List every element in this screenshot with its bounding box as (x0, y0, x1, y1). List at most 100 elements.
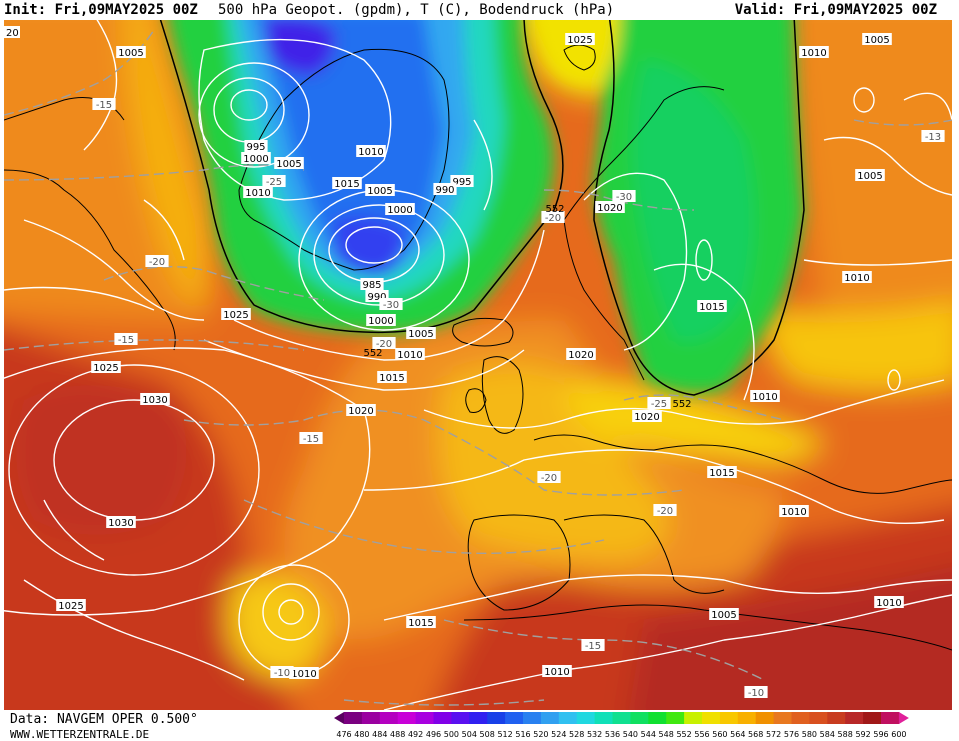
isobar-label: 1010 (781, 507, 806, 518)
isobar-label: 1020 (348, 406, 373, 417)
isobar-label-box (356, 145, 386, 157)
scale-tick-label: 512 (497, 730, 512, 739)
isobar-label: 1010 (397, 350, 422, 361)
isobar-label-box (221, 308, 251, 320)
scale-tick-label: 504 (462, 730, 477, 739)
isobar-label-box (289, 667, 319, 679)
scale-tick-label: 592 (855, 730, 870, 739)
isotherm-label-box (744, 686, 768, 698)
isobar-label: 1015 (334, 179, 359, 190)
scale-tick-label: 544 (641, 730, 656, 739)
isotherm-label: -13 (925, 132, 941, 143)
isobar-label: 1005 (276, 159, 301, 170)
isotherm-label-box (647, 397, 671, 409)
scale-cell (719, 712, 739, 724)
isobar-label: 1030 (142, 395, 167, 406)
isobar-label-box (799, 46, 829, 58)
scale-cell (702, 712, 721, 724)
isotherm-label-box (92, 98, 116, 110)
height-contour-label: 552 (672, 399, 691, 410)
scale-cell (827, 712, 846, 724)
isobar-label-box (377, 371, 407, 383)
scale-tick-label: 568 (748, 730, 763, 739)
map-header: Init: Fri,09MAY2025 00Z 500 hPa Geopot. … (0, 0, 959, 20)
isotherm-label-box (581, 639, 605, 651)
scale-cell (344, 712, 363, 724)
isobar-label: 1025 (93, 363, 118, 374)
isotherm-label: -30 (383, 300, 399, 311)
isobar-label-box (332, 177, 362, 189)
isobar-label: 985 (362, 280, 381, 291)
init-time: Init: Fri,09MAY2025 00Z (4, 2, 198, 18)
isobar-label: 1025 (223, 310, 248, 321)
isotherm-label: -15 (118, 335, 134, 346)
scale-cell (576, 712, 596, 724)
isobar-label-box (697, 300, 727, 312)
isobar-label-box (862, 33, 892, 45)
isobar-label: 1010 (245, 188, 270, 199)
isotherms (4, 29, 952, 706)
isobar-label-box (632, 410, 662, 422)
scale-cell (809, 712, 828, 724)
isobar-label: 1005 (367, 186, 392, 197)
scale-tick-label: 596 (873, 730, 888, 739)
scale-tick-label: 600 (891, 730, 906, 739)
isobar-label: 1020 (568, 350, 593, 361)
scale-tick-label: 476 (336, 730, 351, 739)
scale-cell (505, 712, 524, 724)
scale-tick-label: 524 (551, 730, 566, 739)
isotherm-label-box (921, 130, 945, 142)
scale-cell (666, 712, 685, 724)
scale-tick-label: 588 (838, 730, 853, 739)
isobar-label-box (106, 516, 136, 528)
scale-tick-label: 496 (426, 730, 441, 739)
scale-cell (773, 712, 792, 724)
source-url: WWW.WETTERZENTRALE.DE (10, 728, 150, 741)
scale-cell (379, 712, 399, 724)
isotherm-label: -15 (96, 100, 112, 111)
isobar-label: 1015 (379, 373, 404, 384)
scale-tick-label: 540 (623, 730, 638, 739)
scale-tick-label: 552 (676, 730, 691, 739)
isotherm-label-box (537, 471, 561, 483)
scale-cell (415, 712, 434, 724)
scale-tick-label: 548 (659, 730, 674, 739)
isobar-label-box (542, 665, 572, 677)
isobar-label: 1015 (699, 302, 724, 313)
isotherm-label-box (612, 190, 636, 202)
isobar-label: 1025 (58, 601, 83, 612)
isobar-label-box (779, 505, 809, 517)
isobar-label-box (595, 201, 625, 213)
isotherm-label-box (299, 432, 323, 444)
scale-tick-label: 564 (730, 730, 745, 739)
height-contour-label: 552 (363, 348, 382, 359)
isotherm-label: -20 (545, 213, 561, 224)
isobar-label-box (91, 361, 121, 373)
scale-ticks: 476 480 484 488 492 496 500 504 508 512 516 520 524 5… (336, 730, 906, 739)
scale-cell (451, 712, 470, 724)
isotherm-label: -20 (541, 473, 557, 484)
scale-cell (361, 712, 381, 724)
isobar-label-box (241, 152, 271, 164)
left-edge-label: 20 (6, 28, 19, 39)
scale-tick-label: 580 (802, 730, 817, 739)
valid-time: Valid: Fri,09MAY2025 00Z (734, 2, 937, 18)
scale-tick-label: 484 (372, 730, 387, 739)
isotherm-label-box (114, 333, 138, 345)
isobar-label: 1000 (387, 205, 412, 216)
scale-tick-label: 556 (694, 730, 709, 739)
isotherm-label-box (653, 504, 677, 516)
scale-cell (630, 712, 649, 724)
isobar-label: 1005 (118, 48, 143, 59)
scale-cell (737, 712, 757, 724)
isobar-label: 1005 (864, 35, 889, 46)
scale-cell (558, 712, 578, 724)
height-labels: 552 552 552 (363, 204, 691, 410)
isotherm-label: -25 (651, 399, 667, 410)
isobar-label-box (750, 390, 780, 402)
isobar-label: 1010 (876, 598, 901, 609)
isobar-label-box (709, 608, 739, 620)
isobar-label: 990 (435, 185, 454, 196)
isobar-label: 1005 (408, 329, 433, 340)
